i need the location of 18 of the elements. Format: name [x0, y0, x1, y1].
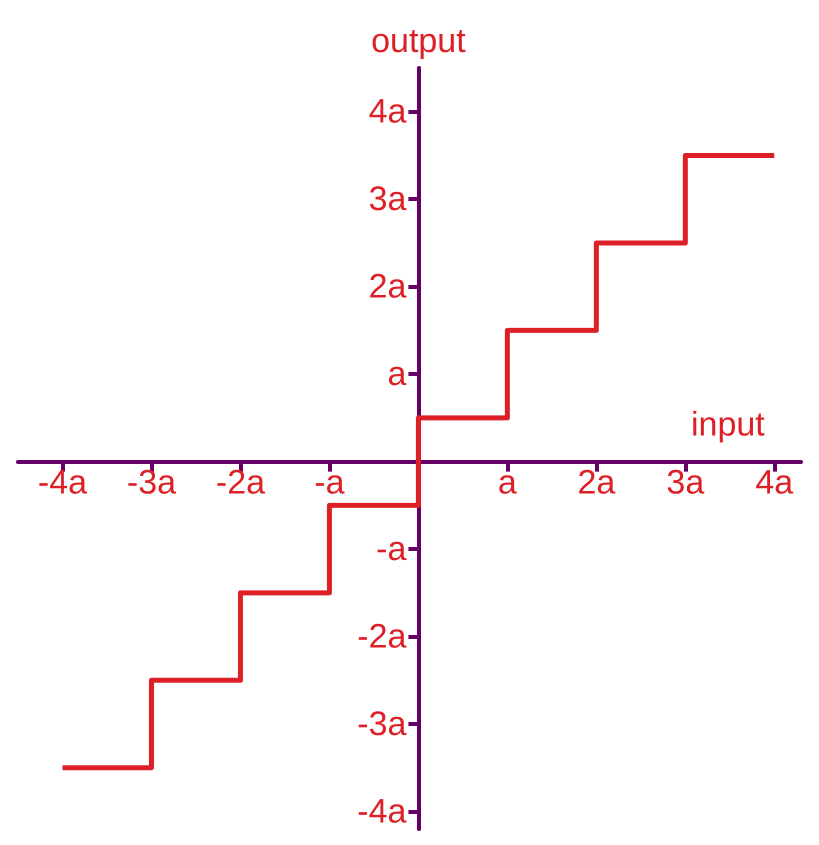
x-tick-label: 2a	[577, 464, 616, 502]
x-tick-label: -4a	[38, 464, 88, 502]
x-tick-label: 4a	[755, 464, 794, 502]
y-tick-label: -a	[376, 530, 406, 568]
y-tick-label: 3a	[368, 180, 406, 218]
x-tick-label: -a	[314, 464, 345, 502]
y-tick-label: a	[387, 355, 406, 394]
y-tick-label: -2a	[357, 618, 406, 656]
y-axis-title: output	[371, 22, 466, 60]
x-tick-label: -3a	[126, 464, 176, 502]
x-tick-label: a	[498, 464, 517, 502]
y-tick-label: 2a	[368, 268, 406, 306]
y-tick-label: -3a	[357, 705, 406, 744]
y-tick-label: 4a	[368, 92, 406, 131]
y-tick-label: -4a	[357, 792, 406, 831]
x-tick-label: -2a	[216, 464, 266, 502]
x-tick-label: 3a	[666, 464, 704, 502]
x-axis-title: input	[691, 406, 766, 444]
